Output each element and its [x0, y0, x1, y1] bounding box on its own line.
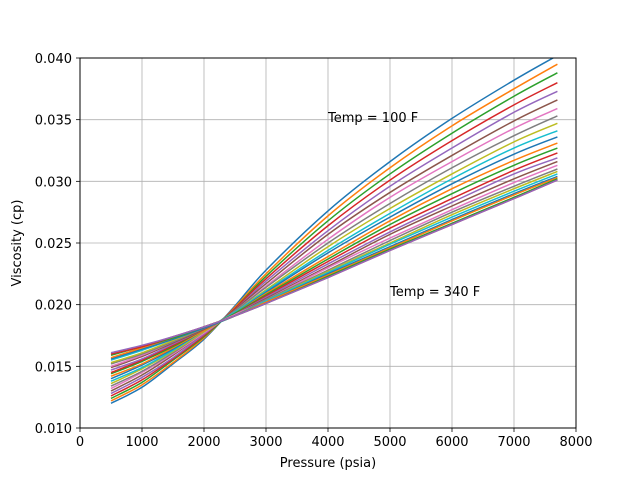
series-line-140f [110, 90, 558, 395]
annotation-100f: Temp = 100 F [327, 111, 418, 126]
x-tick-label: 2000 [187, 435, 220, 450]
series-line-160f [110, 107, 558, 390]
series-line-130f [110, 82, 558, 397]
series-line-100f [110, 58, 555, 404]
series-line-270f [110, 168, 558, 365]
series-line-250f [110, 160, 558, 369]
series-line-170f [110, 115, 558, 387]
series-line-180f [110, 122, 558, 385]
series-line-150f [110, 99, 558, 392]
x-tick-label: 8000 [559, 435, 592, 450]
y-tick-label: 0.025 [35, 237, 72, 252]
series-line-230f [110, 152, 558, 374]
series-line-240f [110, 157, 558, 371]
x-axis-label: Pressure (psia) [280, 456, 376, 471]
annotation-340f: Temp = 340 F [389, 285, 480, 300]
series-line-190f [110, 130, 558, 382]
x-axis-ticks: 0 1000 2000 3000 4000 5000 6000 7000 8000 [76, 428, 593, 450]
y-tick-label: 0.010 [35, 422, 72, 437]
x-tick-label: 4000 [311, 435, 344, 450]
series-line-200f [110, 136, 558, 380]
x-tick-label: 0 [76, 435, 84, 450]
data-series [110, 58, 558, 404]
series-line-210f [110, 142, 558, 377]
y-tick-label: 0.015 [35, 360, 72, 375]
y-axis-label: Viscosity (cp) [10, 200, 25, 287]
y-tick-label: 0.030 [35, 175, 72, 190]
x-tick-label: 5000 [373, 435, 406, 450]
x-tick-label: 1000 [125, 435, 158, 450]
y-axis-ticks: 0.010 0.015 0.020 0.025 0.030 0.035 0.040 [35, 52, 80, 437]
x-tick-label: 7000 [497, 435, 530, 450]
y-tick-label: 0.040 [35, 52, 72, 67]
y-tick-label: 0.020 [35, 299, 72, 314]
series-line-110f [110, 63, 558, 402]
series-line-220f [110, 147, 558, 375]
y-tick-label: 0.035 [35, 114, 72, 129]
x-tick-label: 3000 [249, 435, 282, 450]
x-tick-label: 6000 [435, 435, 468, 450]
series-line-340f [110, 179, 558, 354]
series-line-120f [110, 72, 558, 400]
